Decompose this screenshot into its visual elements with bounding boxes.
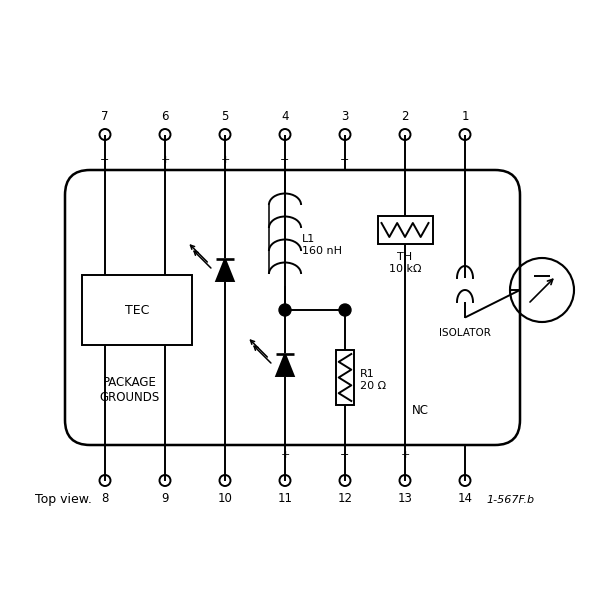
- Text: 10: 10: [218, 492, 232, 505]
- Text: 8: 8: [101, 492, 109, 505]
- Text: 13: 13: [398, 492, 412, 505]
- Polygon shape: [276, 354, 294, 376]
- Text: −: −: [340, 155, 350, 165]
- Text: 14: 14: [458, 492, 473, 505]
- Text: +: +: [160, 155, 170, 165]
- Text: 5: 5: [221, 110, 229, 123]
- Text: 6: 6: [161, 110, 169, 123]
- Text: 12: 12: [337, 492, 353, 505]
- Text: R1
20 Ω: R1 20 Ω: [360, 369, 386, 391]
- Bar: [82, 275, 192, 345]
- Text: 1: 1: [461, 110, 469, 123]
- Polygon shape: [216, 259, 234, 281]
- Text: NC: NC: [412, 403, 428, 416]
- Text: 4: 4: [281, 110, 289, 123]
- Circle shape: [339, 304, 351, 316]
- Text: L1
160 nH: L1 160 nH: [302, 234, 342, 256]
- Text: +: +: [400, 450, 410, 460]
- Text: 1-567F.b: 1-567F.b: [487, 495, 535, 505]
- Text: −: −: [280, 155, 290, 165]
- Text: −: −: [100, 155, 110, 165]
- Text: ISOLATOR: ISOLATOR: [439, 328, 491, 338]
- Text: TEC: TEC: [125, 304, 149, 317]
- Text: 2: 2: [401, 110, 409, 123]
- Bar: [336, 350, 354, 405]
- Text: PACKAGE
GROUNDS: PACKAGE GROUNDS: [100, 376, 160, 404]
- Text: 3: 3: [341, 110, 349, 123]
- Bar: [377, 216, 433, 244]
- FancyBboxPatch shape: [65, 170, 520, 445]
- Text: 7: 7: [101, 110, 109, 123]
- Text: 9: 9: [161, 492, 169, 505]
- Text: TH
10 kΩ: TH 10 kΩ: [389, 252, 421, 274]
- Text: −: −: [340, 450, 350, 460]
- Text: Top view.: Top view.: [35, 493, 92, 506]
- Text: +: +: [220, 155, 230, 165]
- Text: +: +: [280, 450, 290, 460]
- Circle shape: [279, 304, 291, 316]
- Text: 11: 11: [277, 492, 293, 505]
